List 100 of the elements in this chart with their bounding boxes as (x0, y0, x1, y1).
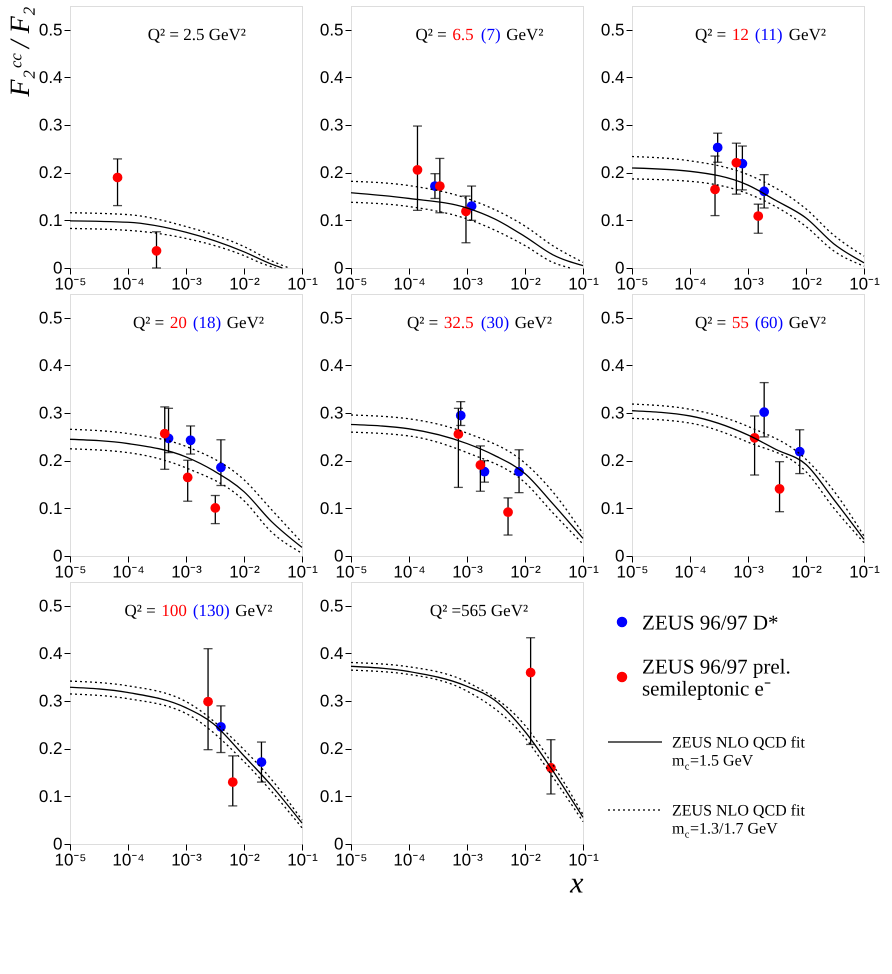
y-tick-label: 0.3 (38, 116, 62, 135)
y-tick-label: 0.4 (320, 356, 344, 375)
annotation: GeV² (788, 313, 826, 332)
annotation: GeV² (788, 25, 826, 44)
annotation: GeV² (514, 313, 552, 332)
y-tick-label: 0.5 (600, 20, 624, 40)
x-tick-label: 10⁻³ (452, 850, 484, 870)
y-tick-label: 0.2 (38, 163, 62, 182)
y-tick-label: 0.3 (38, 404, 62, 423)
x-tick-label: 10⁻⁵ (54, 274, 86, 294)
x-tick-label: 10⁻⁴ (112, 850, 145, 870)
y-tick-label: 0.1 (38, 786, 62, 806)
legend-label: ZEUS 96/97 D* (642, 610, 778, 634)
y-tick-label: 0.2 (38, 739, 62, 758)
x-tick-label: 10⁻¹ (568, 562, 600, 582)
y-tick-label: 0.3 (320, 692, 344, 711)
annotation: 12 (732, 25, 749, 44)
x-tick-label: 10⁻⁴ (112, 562, 145, 582)
annotation: 6.5 (452, 25, 474, 44)
x-tick-label: 10⁻³ (733, 274, 764, 294)
y-tick-label: 0.5 (38, 20, 62, 40)
y-tick-label: 0.3 (320, 404, 344, 423)
annotation: (7) (480, 25, 501, 44)
annotation: (60) (754, 313, 784, 332)
x-tick-label: 10⁻⁴ (393, 274, 426, 294)
y-tick-label: 0.5 (38, 596, 62, 616)
annotation: (30) (480, 313, 510, 332)
annotation: 32.5 (444, 313, 474, 332)
annotation: (130) (192, 601, 230, 620)
annotation: (11) (754, 25, 783, 44)
x-tick-label: 10⁻² (791, 274, 822, 294)
y-tick-label: 0.5 (600, 308, 624, 328)
y-tick-label: 0.5 (320, 20, 344, 40)
y-tick-label: 0 (334, 546, 344, 566)
x-tick-label: 10⁻⁴ (674, 274, 707, 294)
y-tick-label: 0.4 (320, 68, 344, 87)
annotation: Q² = (132, 313, 164, 332)
y-tick-label: 0.3 (600, 116, 624, 135)
x-tick-label: 10⁻⁵ (54, 850, 86, 870)
y-tick-label: 0.5 (320, 596, 344, 616)
x-tick-label: 10⁻⁵ (336, 850, 368, 870)
annotation: Q² = (415, 25, 447, 44)
x-tick-label: 10⁻² (229, 562, 260, 582)
x-tick-label: 10⁻³ (171, 850, 202, 870)
x-tick-label: 10⁻¹ (287, 562, 318, 582)
x-tick-label: 10⁻³ (171, 274, 202, 294)
annotation: (18) (192, 313, 222, 332)
y-tick-label: 0.4 (320, 644, 344, 663)
y-tick-label: 0.1 (38, 210, 62, 230)
y-tick-label: 0.2 (600, 451, 624, 470)
x-tick-label: 10⁻¹ (849, 274, 880, 294)
annotation: Q² = (124, 601, 156, 620)
y-tick-label: 0.5 (320, 308, 344, 328)
x-tick-label: 10⁻² (510, 274, 542, 294)
annotation: Q² = (694, 313, 726, 332)
y-tick-label: 0 (53, 834, 62, 854)
x-tick-label: 10⁻⁵ (336, 562, 368, 582)
x-tick-label: 10⁻⁵ (616, 562, 648, 582)
y-tick-label: 0.2 (320, 163, 344, 182)
x-tick-label: 10⁻² (510, 562, 542, 582)
legend-label: ZEUS 96/97 prel. semileptonic e⁻ (642, 654, 791, 700)
y-tick-label: 0 (53, 258, 62, 278)
annotation: GeV² (226, 313, 264, 332)
y-tick-label: 0.2 (600, 163, 624, 182)
annotation: Q² = (406, 313, 438, 332)
x-tick-label: 10⁻⁵ (54, 562, 86, 582)
annotation: Q² = (694, 25, 726, 44)
x-tick-label: 10⁻⁵ (616, 274, 648, 294)
annotation: 55 (732, 313, 749, 332)
y-tick-label: 0.3 (320, 116, 344, 135)
x-tick-label: 10⁻⁵ (336, 274, 368, 294)
x-axis-title: x (569, 866, 584, 900)
x-tick-label: 10⁻² (791, 562, 822, 582)
annotation: Q² =565 GeV² (430, 601, 528, 620)
x-tick-label: 10⁻² (229, 274, 260, 294)
x-tick-label: 10⁻² (510, 850, 542, 870)
y-tick-label: 0.4 (38, 68, 62, 87)
y-tick-label: 0.1 (600, 210, 624, 230)
y-tick-label: 0.2 (320, 451, 344, 470)
y-tick-label: 0.4 (600, 356, 624, 375)
x-tick-label: 10⁻⁴ (674, 562, 707, 582)
annotation: 20 (170, 313, 187, 332)
y-tick-label: 0.4 (600, 68, 624, 87)
x-tick-label: 10⁻¹ (568, 850, 600, 870)
y-tick-label: 0.4 (38, 644, 62, 663)
y-tick-label: 0 (615, 546, 624, 566)
y-tick-label: 0.1 (600, 498, 624, 518)
x-tick-label: 10⁻³ (171, 562, 202, 582)
x-tick-label: 10⁻¹ (287, 274, 318, 294)
annotation: GeV² (506, 25, 544, 44)
y-tick-label: 0 (615, 258, 624, 278)
x-tick-label: 10⁻¹ (568, 274, 600, 294)
x-tick-label: 10⁻⁴ (112, 274, 145, 294)
y-tick-label: 0.1 (38, 498, 62, 518)
y-tick-label: 0.1 (320, 210, 344, 230)
annotation: GeV² (235, 601, 272, 620)
annotation: 100 (161, 601, 187, 620)
y-tick-label: 0.2 (38, 451, 62, 470)
y-tick-label: 0 (334, 834, 344, 854)
y-tick-label: 0 (334, 258, 344, 278)
